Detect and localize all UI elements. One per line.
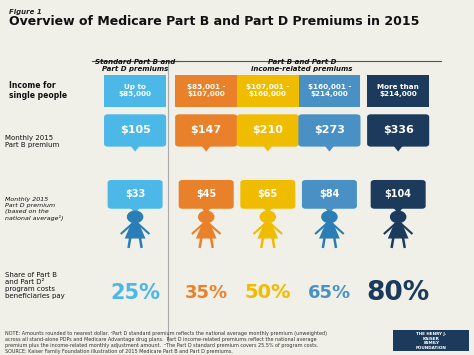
Circle shape — [391, 211, 406, 223]
FancyBboxPatch shape — [104, 75, 166, 106]
FancyBboxPatch shape — [237, 75, 299, 106]
Text: 65%: 65% — [308, 284, 351, 302]
Text: 25%: 25% — [110, 283, 160, 303]
Text: 80%: 80% — [366, 280, 430, 306]
Text: Part B and Part D
income-related premiums: Part B and Part D income-related premium… — [252, 59, 353, 72]
Circle shape — [128, 211, 143, 223]
Polygon shape — [319, 223, 340, 239]
Text: 50%: 50% — [245, 283, 291, 302]
FancyBboxPatch shape — [299, 114, 360, 147]
FancyBboxPatch shape — [240, 180, 295, 209]
Text: Overview of Medicare Part B and Part D Premiums in 2015: Overview of Medicare Part B and Part D P… — [9, 15, 420, 28]
Text: Figure 1: Figure 1 — [9, 9, 42, 15]
FancyBboxPatch shape — [367, 75, 429, 106]
Polygon shape — [125, 223, 146, 239]
Text: $210: $210 — [252, 125, 283, 136]
Text: Share of Part B
and Part D²
program costs
beneficiaries pay: Share of Part B and Part D² program cost… — [5, 272, 64, 299]
Circle shape — [322, 211, 337, 223]
Polygon shape — [323, 144, 336, 152]
Text: $104: $104 — [385, 189, 411, 200]
FancyBboxPatch shape — [302, 180, 357, 209]
Polygon shape — [392, 206, 404, 214]
Text: $273: $273 — [314, 125, 345, 136]
Polygon shape — [388, 223, 409, 239]
Text: Monthly 2015
Part B premium: Monthly 2015 Part B premium — [5, 135, 59, 148]
Polygon shape — [323, 206, 336, 214]
Text: Up to
$85,000: Up to $85,000 — [118, 84, 152, 97]
FancyBboxPatch shape — [104, 114, 166, 147]
FancyBboxPatch shape — [108, 180, 163, 209]
Text: More than
$214,000: More than $214,000 — [377, 84, 419, 97]
Text: Monthly 2015
Part D premium
(based on the
national average¹): Monthly 2015 Part D premium (based on th… — [5, 197, 63, 220]
FancyBboxPatch shape — [393, 330, 469, 351]
Text: $45: $45 — [196, 189, 216, 200]
Polygon shape — [262, 206, 274, 214]
FancyBboxPatch shape — [179, 180, 234, 209]
FancyBboxPatch shape — [237, 114, 299, 147]
Text: $33: $33 — [125, 189, 145, 200]
Polygon shape — [196, 223, 217, 239]
Text: NOTE: Amounts rounded to nearest dollar. ¹Part D standard premium reflects the n: NOTE: Amounts rounded to nearest dollar.… — [5, 331, 327, 354]
Text: Standard Part B and
Part D premiums: Standard Part B and Part D premiums — [95, 59, 175, 72]
FancyBboxPatch shape — [175, 114, 237, 147]
Text: $105: $105 — [120, 125, 150, 136]
Text: $85,001 -
$107,000: $85,001 - $107,000 — [187, 84, 226, 97]
Text: $160,001 -
$214,000: $160,001 - $214,000 — [308, 84, 351, 97]
Text: Income for
single people: Income for single people — [9, 81, 68, 100]
Polygon shape — [200, 144, 212, 152]
Polygon shape — [129, 206, 141, 214]
FancyBboxPatch shape — [371, 180, 426, 209]
FancyBboxPatch shape — [175, 75, 237, 106]
Text: $147: $147 — [191, 125, 222, 136]
FancyBboxPatch shape — [367, 114, 429, 147]
Text: THE HENRY J.
KAISER
FAMILY
FOUNDATION: THE HENRY J. KAISER FAMILY FOUNDATION — [416, 332, 447, 350]
Circle shape — [260, 211, 275, 223]
Text: $336: $336 — [383, 125, 414, 136]
Text: $84: $84 — [319, 189, 339, 200]
Text: $107,001 -
$160,000: $107,001 - $160,000 — [246, 84, 290, 97]
Polygon shape — [200, 206, 212, 214]
FancyBboxPatch shape — [299, 75, 360, 106]
Polygon shape — [262, 144, 274, 152]
Polygon shape — [257, 223, 278, 239]
Text: $65: $65 — [258, 189, 278, 200]
Text: 35%: 35% — [185, 284, 228, 302]
Polygon shape — [129, 144, 141, 152]
Circle shape — [199, 211, 214, 223]
Polygon shape — [392, 144, 404, 152]
